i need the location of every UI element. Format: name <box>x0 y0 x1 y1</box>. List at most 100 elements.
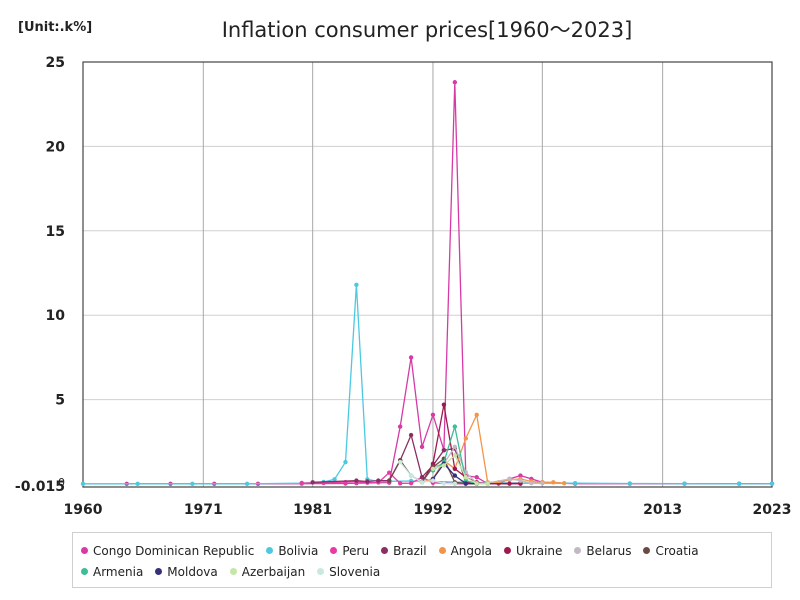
legend-label: Armenia <box>93 564 144 579</box>
legend-label: Congo Dominican Republic <box>93 543 255 558</box>
data-point <box>474 412 479 417</box>
data-point <box>441 448 447 453</box>
data-point <box>474 475 479 480</box>
legend-item: Bolivia <box>266 540 318 561</box>
data-point <box>507 476 512 482</box>
legend-item: Ukraine <box>504 540 562 561</box>
data-point <box>397 481 403 486</box>
data-point <box>736 481 742 487</box>
data-point <box>452 481 458 486</box>
data-point <box>529 480 534 486</box>
y-tick-label: 15 <box>46 224 65 240</box>
data-point <box>551 480 556 485</box>
x-tick-label: 1992 <box>413 502 452 518</box>
data-point <box>299 480 304 486</box>
data-point <box>507 481 512 486</box>
data-point <box>244 481 250 487</box>
data-point <box>518 478 523 483</box>
y-tick-label: -0.015 <box>15 479 65 495</box>
legend: Congo Dominican Republic Bolivia Peru Brazi… <box>72 532 772 588</box>
legend-swatch <box>81 547 88 554</box>
series-line-1 <box>83 284 773 485</box>
data-point <box>354 478 359 483</box>
data-point <box>463 481 468 486</box>
data-point <box>572 480 578 486</box>
data-point <box>376 478 381 483</box>
data-point <box>354 282 359 288</box>
data-point <box>463 475 468 480</box>
legend-label: Peru <box>342 543 370 558</box>
legend-swatch <box>229 568 237 575</box>
data-point <box>441 402 447 407</box>
legend-item: Peru <box>330 540 369 561</box>
legend-item: Moldova <box>155 561 218 582</box>
data-point <box>682 481 687 486</box>
y-tick-label: 25 <box>46 55 65 71</box>
legend-swatch <box>266 547 274 554</box>
data-point <box>190 481 195 487</box>
data-point <box>387 478 392 483</box>
x-tick-label: 1981 <box>293 502 332 518</box>
legend-item: Azerbaijan <box>229 561 306 582</box>
legend-swatch <box>438 547 446 554</box>
legend-item: Congo Dominican Republic <box>81 540 254 561</box>
data-point <box>441 463 447 468</box>
legend-item: Armenia <box>81 561 143 582</box>
x-tick-label: 2002 <box>523 502 562 518</box>
data-point <box>408 480 414 486</box>
data-point <box>430 412 436 417</box>
data-point <box>387 470 392 475</box>
legend-swatch <box>504 547 512 554</box>
legend-swatch <box>155 568 163 575</box>
series-line-0 <box>126 82 772 485</box>
legend-item: Croatia <box>643 540 699 561</box>
legend-item: Slovenia <box>317 561 380 582</box>
data-point <box>80 481 86 487</box>
data-point <box>452 453 458 458</box>
legend-label: Belarus <box>586 543 632 558</box>
legend-label: Brazil <box>393 543 427 558</box>
data-point <box>343 459 348 465</box>
y-tick-label: 5 <box>55 393 65 409</box>
y-tick-label: 0 <box>58 476 65 489</box>
data-point <box>430 461 436 466</box>
data-point <box>332 477 337 482</box>
legend-swatch <box>317 568 325 575</box>
data-point <box>769 481 775 486</box>
data-point <box>452 473 458 478</box>
data-point <box>441 481 447 486</box>
data-point <box>452 444 458 450</box>
data-point <box>419 480 425 485</box>
data-point <box>562 480 567 486</box>
data-point <box>463 436 468 441</box>
plot-frame <box>82 61 773 488</box>
chart-title: Inflation consumer prices[1960～2023] <box>221 18 633 42</box>
legend-label: Croatia <box>655 543 699 558</box>
legend-item: Angola <box>438 540 492 561</box>
data-point <box>540 481 545 486</box>
data-point <box>474 481 479 486</box>
series-line-2 <box>301 471 521 485</box>
x-tick-label: 2023 <box>753 502 792 518</box>
data-point <box>518 473 523 478</box>
legend-swatch <box>381 547 389 554</box>
data-point <box>408 355 414 360</box>
x-tick-label: 1971 <box>184 502 223 518</box>
data-point <box>397 459 403 465</box>
data-point <box>365 479 370 484</box>
data-point <box>408 473 414 478</box>
legend-swatch <box>81 568 88 575</box>
legend-swatch <box>330 547 338 554</box>
data-point <box>627 481 633 486</box>
legend-label: Ukraine <box>516 543 563 558</box>
data-point <box>397 424 403 429</box>
legend-swatch <box>574 547 582 554</box>
data-point <box>452 466 458 472</box>
legend-label: Azerbaijan <box>241 564 306 579</box>
x-tick-label: 1960 <box>64 502 103 518</box>
y-tick-label: 10 <box>46 308 66 324</box>
data-point <box>419 475 425 480</box>
unit-label: [Unit:.k%] <box>18 20 93 35</box>
legend-item: Brazil <box>381 540 427 561</box>
